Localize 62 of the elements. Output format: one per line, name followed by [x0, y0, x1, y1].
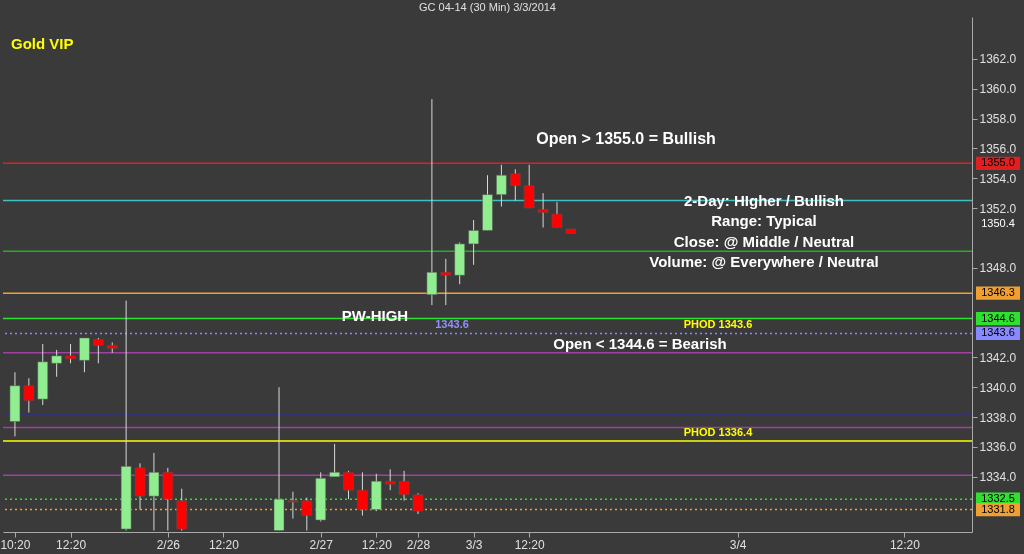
annotation: Volume: @ Everywhere / Neutral — [649, 253, 879, 270]
candlestick — [551, 201, 563, 228]
y-tick-label: 1354.0 — [979, 171, 1017, 186]
ref-line-label: 1332.5 — [981, 492, 1015, 505]
y-tick-label: 1336.0 — [979, 440, 1017, 455]
x-tick-label: 12:20 — [361, 537, 393, 552]
candlestick — [343, 470, 354, 500]
candlestick — [65, 343, 76, 364]
candlestick — [426, 98, 438, 306]
candlestick — [301, 497, 313, 532]
annotation: Close: @ Middle / Neutral — [673, 233, 855, 250]
x-tick-label: 10:20 — [0, 537, 31, 552]
candlestick — [23, 377, 35, 414]
ref-line-label: 1331.8 — [981, 502, 1015, 515]
x-tick-label: 2/28 — [406, 537, 431, 552]
y-tick-label: 1348.0 — [979, 261, 1017, 276]
x-tick-label: 12:20 — [56, 537, 87, 552]
y-tick-label: 1334.0 — [979, 470, 1017, 485]
x-tick-label: 12:20 — [889, 537, 921, 552]
x-tick-label: 3/4 — [729, 537, 747, 552]
candlestick — [537, 192, 549, 228]
candlestick — [357, 471, 368, 517]
candlestick — [287, 491, 299, 520]
candlestick — [412, 492, 424, 515]
annotation: PHOD 1336.4 — [683, 425, 754, 438]
y-tick-label: 1352.0 — [979, 201, 1017, 216]
candlestick — [148, 452, 160, 532]
annotation: Open < 1344.6 = Bearish — [553, 335, 727, 352]
candlestick — [384, 468, 396, 491]
annotation: 1343.6 — [435, 318, 469, 331]
text: 1350.4 — [981, 217, 1015, 229]
annotation: Range: Typical — [711, 212, 817, 229]
x-tick-label: 2/26 — [156, 537, 181, 552]
candlestick — [440, 258, 452, 306]
y-tick-label: 1356.0 — [979, 141, 1017, 156]
y-tick-label: 1340.0 — [979, 380, 1017, 395]
y-tick-label: 1360.0 — [979, 82, 1017, 97]
candlestick — [523, 164, 535, 209]
y-tick-label: 1338.0 — [979, 410, 1017, 425]
x-tick-label: 12:20 — [208, 537, 240, 552]
ref-line-label: 1346.3 — [981, 286, 1015, 299]
ref-line-label: 1344.6 — [981, 311, 1015, 324]
ref-line-label: 1343.6 — [981, 326, 1015, 339]
candlestick — [398, 470, 410, 502]
x-tick-label: 12:20 — [514, 537, 546, 552]
candlestick — [510, 168, 521, 202]
annotation: PHOD 1343.6 — [683, 318, 753, 331]
candlestick — [51, 349, 62, 378]
x-tick-label: 2/27 — [309, 537, 334, 552]
candlestick — [93, 337, 104, 364]
annotation: Gold VIP — [11, 35, 74, 52]
chart-title: GC 04-14 (30 Min) 3/3/2014 — [419, 1, 556, 13]
x-tick-label: 3/3 — [465, 537, 483, 552]
annotation: Open > 1355.0 = Bullish — [536, 130, 716, 147]
y-tick-label: 1358.0 — [979, 112, 1017, 127]
candlestick — [496, 164, 507, 208]
ref-line-label: 1355.0 — [981, 156, 1015, 169]
candlestick — [468, 219, 479, 266]
y-tick-label: 1362.0 — [979, 52, 1017, 67]
y-tick-label: 1342.0 — [979, 350, 1017, 365]
candlestick — [329, 443, 340, 478]
candlestick — [79, 337, 90, 373]
